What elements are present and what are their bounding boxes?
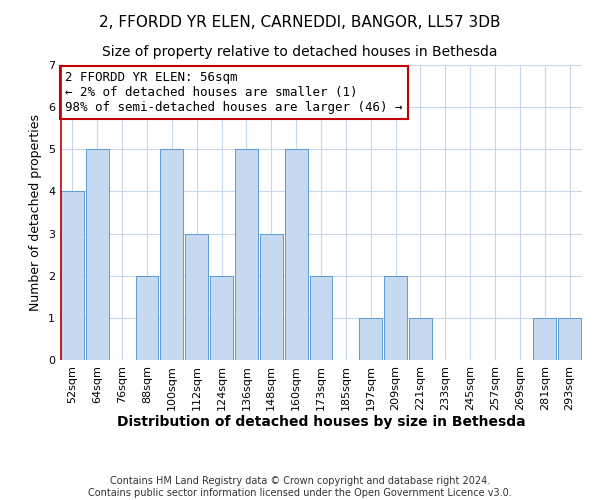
Bar xyxy=(160,150,183,360)
Y-axis label: Number of detached properties: Number of detached properties xyxy=(29,114,43,311)
Bar xyxy=(235,150,258,360)
Bar xyxy=(409,318,432,360)
Bar xyxy=(185,234,208,360)
Text: Contains HM Land Registry data © Crown copyright and database right 2024.
Contai: Contains HM Land Registry data © Crown c… xyxy=(88,476,512,498)
Bar xyxy=(558,318,581,360)
Text: Size of property relative to detached houses in Bethesda: Size of property relative to detached ho… xyxy=(102,45,498,59)
Bar xyxy=(285,150,308,360)
Bar xyxy=(210,276,233,360)
X-axis label: Distribution of detached houses by size in Bethesda: Distribution of detached houses by size … xyxy=(116,416,526,430)
Bar xyxy=(260,234,283,360)
Bar xyxy=(86,150,109,360)
Text: 2, FFORDD YR ELEN, CARNEDDI, BANGOR, LL57 3DB: 2, FFORDD YR ELEN, CARNEDDI, BANGOR, LL5… xyxy=(99,15,501,30)
Bar xyxy=(61,192,84,360)
Bar xyxy=(533,318,556,360)
Bar xyxy=(359,318,382,360)
Bar xyxy=(136,276,158,360)
Text: 2 FFORDD YR ELEN: 56sqm
← 2% of detached houses are smaller (1)
98% of semi-deta: 2 FFORDD YR ELEN: 56sqm ← 2% of detached… xyxy=(65,71,403,114)
Bar xyxy=(384,276,407,360)
Bar xyxy=(310,276,332,360)
